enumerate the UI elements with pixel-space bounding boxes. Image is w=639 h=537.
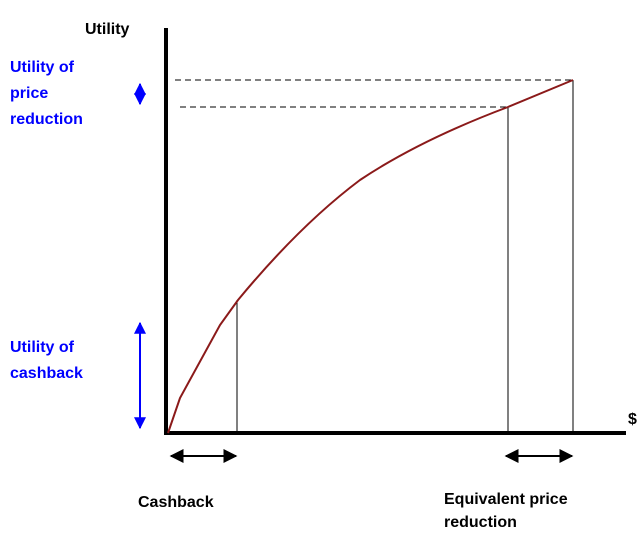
- annotation: Utility of: [10, 339, 75, 356]
- annotation: Cashback: [138, 494, 214, 511]
- annotation: Equivalent price: [444, 491, 568, 508]
- x-axis-label: $: [628, 411, 637, 428]
- annotation: price: [10, 85, 48, 102]
- annotation: cashback: [10, 365, 83, 382]
- annotation: Utility of: [10, 59, 75, 76]
- y-axis-label: Utility: [85, 21, 130, 38]
- annotation: reduction: [10, 111, 83, 128]
- annotation: reduction: [444, 514, 517, 531]
- utility-curve: [167, 79, 574, 434]
